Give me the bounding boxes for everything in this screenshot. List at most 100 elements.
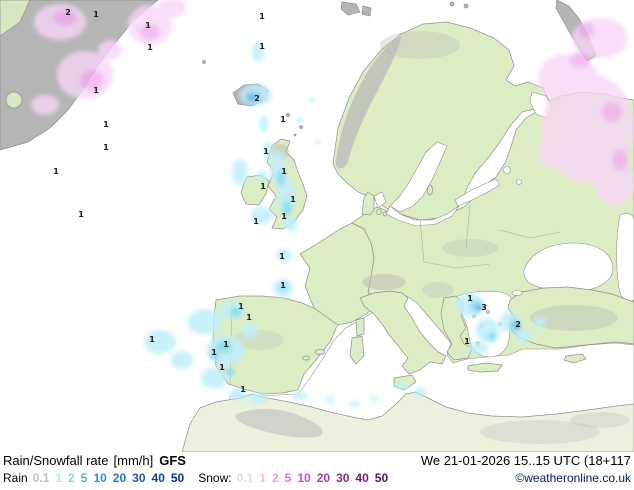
norway-mountains [335,36,402,169]
snow-scale: 0.1 1 2 5 10 20 30 40 50 [237,471,395,485]
map-unit: [mm/h] [113,453,154,468]
footer-legend-row: Rain 0.1 1 2 5 10 20 30 40 50 Snow: 0.1 1 2 5 10 20 30 40 5… [0,471,634,485]
precip-value-label: 3 [481,303,487,312]
rain-cell-moderate [209,351,219,361]
gulf-of-finland [454,178,501,207]
precip-value-label: 1 [240,385,246,394]
precip-value-label: 1 [211,348,217,357]
precip-value-label: 1 [464,337,470,346]
libya-relief [480,420,600,444]
rain-cell [263,142,273,158]
precip-value-label: 1 [223,340,229,349]
rain-cell [515,329,531,343]
alps [362,274,406,290]
france [299,222,378,326]
rain-cell [309,97,315,103]
border-line [499,229,561,239]
precip-value-label: 1 [253,217,259,226]
rain-cell-moderate [230,307,242,317]
rain-cell-heavy [248,95,254,101]
rain-areas [144,42,546,407]
rain-cell [252,42,264,62]
legend-value: 2 [271,471,279,485]
rain-cell-moderate [278,283,288,291]
relief-shading [232,31,630,444]
model-name: GFS [159,453,186,468]
precip-value-label: 1 [259,12,265,21]
rain-cell [259,116,269,132]
rain-cell [188,309,222,335]
rain-cell [201,367,227,389]
snow-cell [98,40,122,60]
precip-value-label: 1 [103,143,109,152]
precip-value-label: 1 [279,252,285,261]
snow-cell-moderate [612,150,628,170]
corsica [355,317,365,337]
rain-cell [284,217,298,231]
footer-title-row: Rain/Snowfall rate [mm/h] GFS We 21-01-202… [0,453,634,468]
legend-value: 10 [297,471,311,485]
coastal-island [5,91,23,109]
legend-scales: Rain 0.1 1 2 5 10 20 30 40 50 Snow: 0.1 1 2 5 10 20 30 40 5… [3,471,394,485]
precip-value-label: 2 [65,8,71,17]
kattegat [373,191,387,209]
snow-cell [594,158,634,206]
legend-value: 1 [55,471,63,485]
snow-cell [31,95,59,115]
snow-cell-moderate [570,52,590,68]
cyprus [563,353,587,364]
precip-value-label: 1 [219,363,225,372]
atlas-mountains [235,408,323,438]
snow-cell-moderate [140,24,160,40]
legend-value: 1 [259,471,266,485]
orkney [293,133,297,137]
precip-value-label: 1 [238,302,244,311]
precip-value-label: 1 [149,335,155,344]
caspian-sea [616,213,634,302]
rain-cell [468,342,488,354]
legend-value: 5 [80,471,88,485]
crete [467,362,503,373]
valid-datetime: We 21-01-2026 15..15 UTC (18+117 [420,453,631,468]
map-title-group: Rain/Snowfall rate [mm/h] GFS [3,453,186,468]
legend-value: 10 [93,471,107,485]
precip-value-label: 1 [281,167,287,176]
legend-value: 40 [355,471,369,485]
rain-cell [534,317,546,327]
rain-cell [315,140,321,144]
rain-scale: 0.1 1 2 5 10 20 30 40 50 [33,471,191,485]
arctic-islet [463,3,469,9]
anatolia-plateau [530,305,618,331]
greenland-tundra [0,0,31,37]
precip-value-label: 1 [145,21,151,30]
precip-value-label: 1 [103,120,109,129]
carpathians [442,239,498,257]
rain-cell [251,206,273,224]
balkan-mountains [422,282,454,298]
rain-cell [248,393,268,403]
legend-value: 30 [336,471,350,485]
danish-island [376,209,382,215]
rain-cell-moderate [225,368,235,376]
rain-cell [296,117,304,123]
copyright: ©weatheronline.co.uk [515,471,631,485]
rain-cell-moderate [216,341,232,353]
legend-value: 50 [170,471,185,485]
north-scandinavia-relief [380,31,460,59]
rain-cell [242,323,258,339]
rain-cell [325,397,335,403]
rain-cell-heavy [514,324,520,330]
gotland [427,184,433,196]
rain-cell-moderate [487,332,497,342]
arctic-islet [449,1,455,7]
svalbard [340,1,361,16]
jan-mayen [202,60,206,64]
legend-value: 20 [112,471,127,485]
snow-cell-moderate [53,10,77,26]
aegean-island [486,310,490,314]
snow-cell [538,135,568,169]
snow-cell [158,0,186,17]
